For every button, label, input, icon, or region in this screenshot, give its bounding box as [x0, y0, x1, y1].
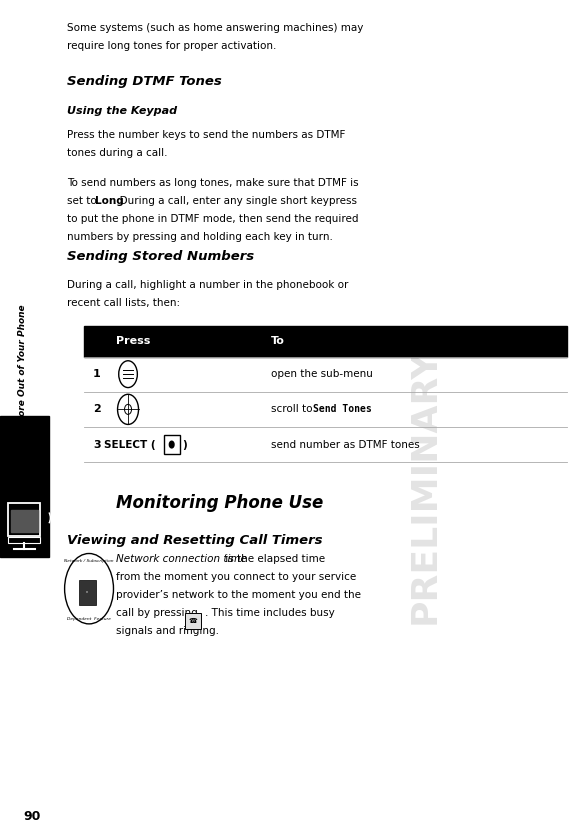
Bar	[79, 581, 96, 606]
Text: •: •	[86, 590, 89, 596]
Text: To: To	[271, 337, 285, 346]
Text: is the elapsed time: is the elapsed time	[222, 555, 325, 564]
Text: Some systems (such as home answering machines) may: Some systems (such as home answering mac…	[67, 23, 363, 34]
Text: Long: Long	[95, 196, 123, 205]
Text: from the moment you connect to your service: from the moment you connect to your serv…	[116, 572, 357, 582]
Text: signals and ringing.: signals and ringing.	[116, 627, 219, 636]
Text: Viewing and Resetting Call Timers: Viewing and Resetting Call Timers	[67, 535, 322, 547]
Text: Sending DTMF Tones: Sending DTMF Tones	[67, 75, 222, 88]
Text: require long tones for proper activation.: require long tones for proper activation…	[67, 41, 276, 51]
Text: set to: set to	[67, 196, 100, 205]
Circle shape	[65, 554, 113, 624]
Bar	[164, 436, 180, 454]
Text: 3: 3	[93, 440, 101, 449]
Bar	[12, 510, 37, 532]
Text: Press the number keys to send the numbers as DTMF: Press the number keys to send the number…	[67, 130, 345, 140]
Bar	[84, 326, 567, 357]
Text: Monitoring Phone Use: Monitoring Phone Use	[116, 494, 324, 512]
Text: Using the Keypad: Using the Keypad	[67, 106, 177, 116]
Text: Press: Press	[116, 337, 151, 346]
Text: open the sub-menu: open the sub-menu	[271, 370, 372, 379]
Circle shape	[169, 441, 174, 447]
Text: call by pressing: call by pressing	[116, 608, 198, 618]
Text: tones during a call.: tones during a call.	[67, 147, 168, 158]
Text: Sending Stored Numbers: Sending Stored Numbers	[67, 250, 254, 263]
Text: 1: 1	[93, 370, 101, 379]
Text: provider’s network to the moment you end the: provider’s network to the moment you end…	[116, 591, 361, 600]
Text: During a call, highlight a number in the phonebook or: During a call, highlight a number in the…	[67, 280, 348, 290]
Text: ): )	[182, 440, 187, 449]
Text: Getting More Out of Your Phone: Getting More Out of Your Phone	[17, 305, 27, 466]
Text: Dependent  Feature: Dependent Feature	[67, 617, 111, 621]
Bar	[185, 613, 201, 628]
Bar	[9, 503, 41, 536]
Text: recent call lists, then:: recent call lists, then:	[67, 298, 180, 308]
Text: To send numbers as long tones, make sure that DTMF is: To send numbers as long tones, make sure…	[67, 178, 359, 188]
Text: . This time includes busy: . This time includes busy	[205, 608, 335, 618]
Text: to put the phone in DTMF mode, then send the required: to put the phone in DTMF mode, then send…	[67, 214, 359, 224]
Text: scroll to: scroll to	[271, 405, 315, 414]
Text: numbers by pressing and holding each key in turn.: numbers by pressing and holding each key…	[67, 231, 333, 241]
Text: . During a call, enter any single short keypress: . During a call, enter any single short …	[113, 196, 357, 205]
Text: send number as DTMF tones: send number as DTMF tones	[271, 440, 420, 449]
Text: Network connection time: Network connection time	[116, 555, 247, 564]
Bar	[0, 416, 49, 557]
Text: ☎: ☎	[189, 618, 198, 624]
Text: SELECT (: SELECT (	[104, 440, 155, 449]
Text: 2: 2	[93, 405, 101, 414]
Bar	[9, 537, 41, 543]
Text: Network / Subscription: Network / Subscription	[64, 559, 114, 562]
Text: PRELIMINARY: PRELIMINARY	[408, 349, 442, 623]
Text: 90: 90	[23, 810, 41, 823]
Text: Send Tones: Send Tones	[313, 405, 371, 414]
